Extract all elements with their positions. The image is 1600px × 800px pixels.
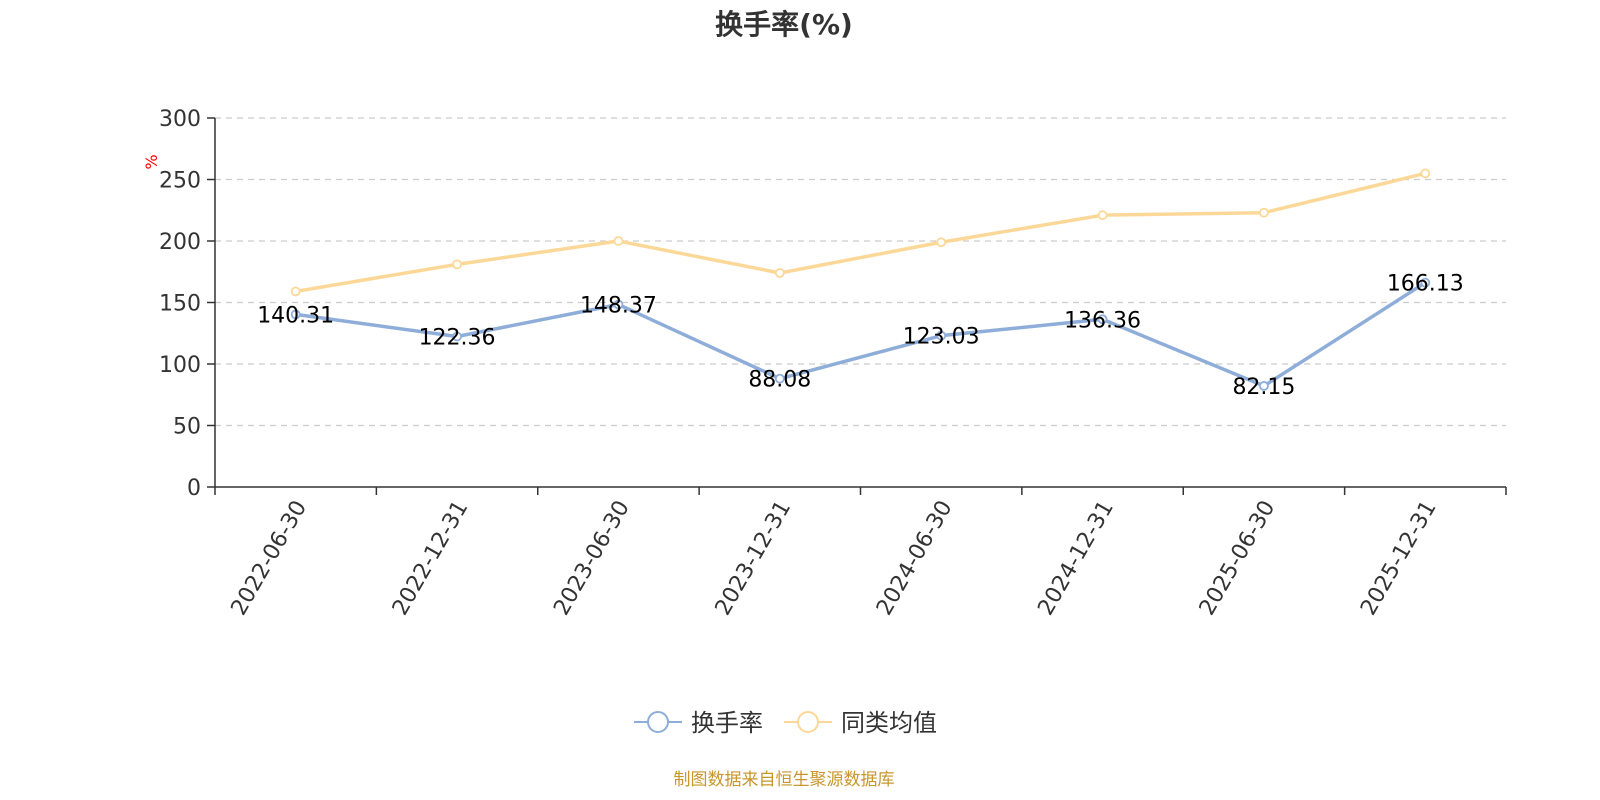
series-line [293,280,1428,388]
source-note: 制图数据来自恒生聚源数据库 [674,770,895,790]
data-point[interactable] [1097,210,1108,221]
data-point[interactable] [1259,381,1269,391]
data-point[interactable] [1259,207,1269,218]
y-tick-label: 200 [159,230,201,255]
x-tick-label: 2023-06-30 [549,497,635,620]
data-point[interactable] [452,259,462,270]
data-point[interactable] [613,236,624,246]
x-tick-label: 2024-12-31 [1033,497,1119,620]
axes [214,118,1506,488]
legend-item[interactable]: 换手率 [634,709,763,737]
data-label: 140.31 [257,303,334,328]
data-point[interactable] [290,286,301,297]
data-label: 88.08 [748,368,811,393]
data-label: 122.36 [419,325,496,350]
data-label: 82.15 [1232,375,1295,400]
data-labels: 140.31 122.36 148.37 88.08 123.03 136.36 82.15… [257,272,1464,400]
data-point[interactable] [774,373,785,384]
data-point[interactable] [1097,314,1108,325]
x-tick-label: 2023-12-31 [711,497,797,620]
data-point[interactable] [290,309,301,320]
x-axis-ticks: 2022-06-30 2022-12-31 2023-06-30 2023-12-31… [214,487,1507,620]
y-tick-label: 250 [159,169,201,194]
data-point[interactable] [613,299,624,310]
data-label: 148.37 [580,294,657,319]
chart-title: 换手率(%) [715,8,853,41]
x-tick-label: 2022-12-31 [388,497,474,620]
x-tick-label: 2025-12-31 [1356,497,1442,620]
data-point[interactable] [452,331,462,342]
legend-marker [797,711,819,733]
legend-item[interactable]: 同类均值 [784,709,937,737]
data-point[interactable] [774,268,785,278]
y-tick-label: 0 [187,476,201,501]
data-point[interactable] [936,237,947,248]
data-label: 136.36 [1064,308,1141,333]
legend[interactable]: 换手率 同类均值 [634,709,937,737]
data-point[interactable] [1420,277,1431,288]
legend-label: 换手率 [691,709,763,737]
legend-marker [647,711,669,733]
data-point[interactable] [936,330,947,341]
x-tick-label: 2022-06-30 [226,497,312,620]
data-point[interactable] [1420,168,1431,179]
series-line [293,171,1428,294]
data-label: 123.03 [903,325,980,350]
legend-label: 同类均值 [841,709,937,737]
y-axis-ticks: 0 50 100 150 200 250 300 [159,107,215,501]
y-tick-label: 150 [159,292,201,317]
y-tick-label: 50 [173,415,201,440]
y-tick-label: 100 [159,353,201,378]
x-tick-label: 2025-06-30 [1195,497,1281,620]
data-label: 166.13 [1387,272,1464,297]
y-tick-label: 300 [159,107,201,132]
y-axis-unit-label: % [142,154,161,169]
series [290,168,1431,391]
x-tick-label: 2024-06-30 [872,497,958,620]
